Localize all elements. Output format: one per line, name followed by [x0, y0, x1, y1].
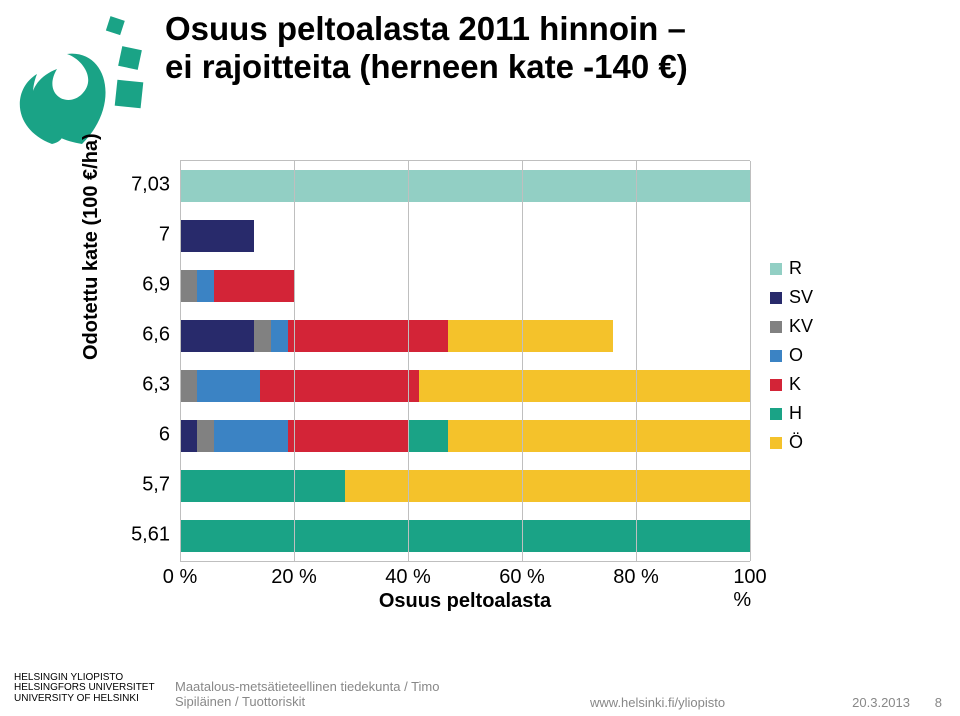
bar-segment-O — [271, 320, 288, 352]
legend-swatch — [770, 321, 782, 333]
bar-segment-KV — [180, 270, 197, 302]
legend-item-Ö: Ö — [770, 432, 813, 453]
legend-label: K — [789, 374, 801, 395]
x-axis-label: Osuus peltoalasta — [180, 590, 750, 613]
legend-item-K: K — [770, 374, 813, 395]
footer-left-1: Maatalous-metsätieteellinen tiedekunta /… — [175, 680, 495, 695]
bar-segment-K — [288, 320, 448, 352]
bar-row — [180, 470, 750, 502]
gridline — [750, 161, 751, 561]
legend-item-SV: SV — [770, 287, 813, 308]
bar-row — [180, 420, 750, 452]
category-label: 6,3 — [60, 374, 170, 397]
bar-segment-O — [197, 270, 214, 302]
bar-segment-O — [214, 420, 288, 452]
bars-container — [180, 161, 750, 561]
x-tick-label: 0 % — [163, 566, 197, 589]
bar-segment-H — [408, 420, 448, 452]
x-tick-label: 40 % — [385, 566, 431, 589]
bar-row — [180, 320, 750, 352]
legend-swatch — [770, 408, 782, 420]
bar-segment-Ö — [345, 470, 750, 502]
gridline — [180, 161, 181, 561]
legend-label: O — [789, 345, 803, 366]
bar-segment-O — [197, 370, 260, 402]
bar-segment-SV — [180, 320, 254, 352]
gridline — [294, 161, 295, 561]
bar-row — [180, 270, 750, 302]
bar-row — [180, 370, 750, 402]
bar-row — [180, 170, 750, 202]
chart: Odotettu kate (100 €/ha) 7,0376,96,66,36… — [60, 150, 890, 620]
legend-label: Ö — [789, 432, 803, 453]
x-tick-label: 60 % — [499, 566, 545, 589]
legend-swatch — [770, 263, 782, 275]
bar-segment-SV — [180, 220, 254, 252]
footer-page-number: 8 — [935, 695, 942, 710]
legend-swatch — [770, 437, 782, 449]
category-label: 5,61 — [60, 524, 170, 547]
category-label: 7,03 — [60, 174, 170, 197]
bar-row — [180, 220, 750, 252]
legend-item-KV: KV — [770, 316, 813, 337]
gridline — [522, 161, 523, 561]
footer-url: www.helsinki.fi/yliopisto — [590, 695, 725, 710]
footer-author: Maatalous-metsätieteellinen tiedekunta /… — [175, 680, 495, 710]
bar-segment-K — [260, 370, 420, 402]
legend-label: H — [789, 403, 802, 424]
title-line-2: ei rajoitteita (herneen kate -140 €) — [165, 48, 925, 86]
x-tick-label: 80 % — [613, 566, 659, 589]
category-label: 5,7 — [60, 474, 170, 497]
uni-line-3: UNIVERSITY OF HELSINKI — [14, 694, 155, 705]
university-name-block: HELSINGIN YLIOPISTO HELSINGFORS UNIVERSI… — [14, 673, 155, 705]
bar-segment-H — [180, 470, 345, 502]
gridline — [408, 161, 409, 561]
legend-swatch — [770, 379, 782, 391]
uni-line-2: HELSINGFORS UNIVERSITET — [14, 683, 155, 694]
category-label: 6,9 — [60, 274, 170, 297]
footer-date: 20.3.2013 — [852, 695, 910, 710]
legend-label: R — [789, 258, 802, 279]
legend-swatch — [770, 350, 782, 362]
bar-segment-KV — [197, 420, 214, 452]
gridline — [636, 161, 637, 561]
title-line-1: Osuus peltoalasta 2011 hinnoin – — [165, 10, 925, 48]
legend-item-R: R — [770, 258, 813, 279]
slide-title: Osuus peltoalasta 2011 hinnoin – ei rajo… — [165, 10, 925, 86]
legend: R SV KV OKHÖ — [770, 250, 813, 461]
bar-segment-K — [288, 420, 408, 452]
legend-item-O: O — [770, 345, 813, 366]
bar-segment-KV — [254, 320, 271, 352]
bar-segment-KV — [180, 370, 197, 402]
category-label: 6 — [60, 424, 170, 447]
legend-label: KV — [789, 316, 813, 337]
legend-swatch — [770, 292, 782, 304]
bar-segment-Ö — [448, 420, 750, 452]
category-label: 6,6 — [60, 324, 170, 347]
legend-label: SV — [789, 287, 813, 308]
bar-segment-H — [180, 520, 750, 552]
bar-segment-K — [214, 270, 294, 302]
bar-segment-SV — [180, 420, 197, 452]
bar-segment-Ö — [419, 370, 750, 402]
category-label: 7 — [60, 224, 170, 247]
slide: Osuus peltoalasta 2011 hinnoin – ei rajo… — [0, 0, 960, 716]
legend-item-H: H — [770, 403, 813, 424]
bar-row — [180, 520, 750, 552]
footer-left-2: Sipiläinen / Tuottoriskit — [175, 695, 495, 710]
plot-area — [180, 160, 750, 562]
bar-segment-R — [180, 170, 750, 202]
bar-segment-Ö — [448, 320, 613, 352]
x-tick-label: 20 % — [271, 566, 317, 589]
helsinki-flame-logo — [12, 14, 157, 144]
